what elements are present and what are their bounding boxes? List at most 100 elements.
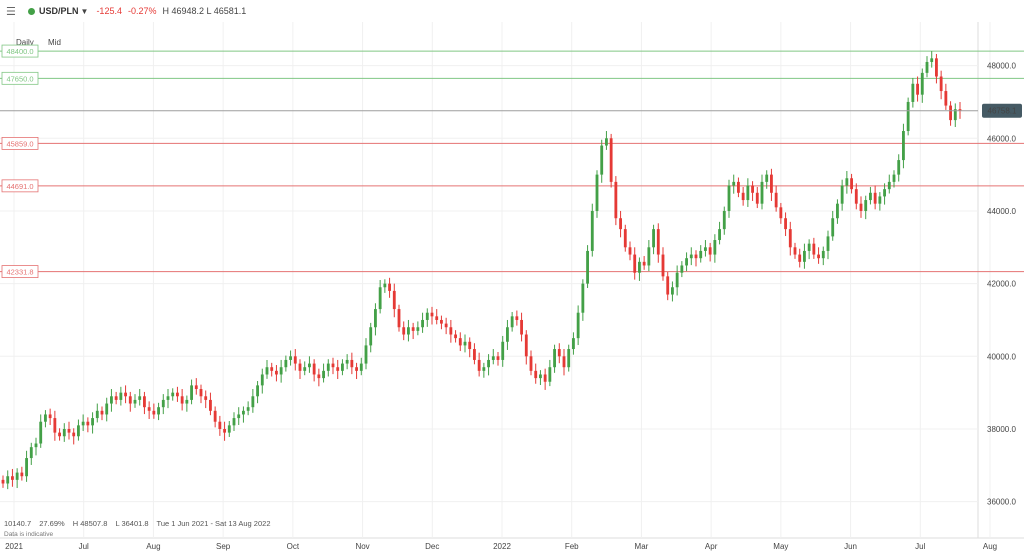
candle	[930, 51, 934, 68]
candle-body	[515, 316, 519, 320]
range-percent: 27.69%	[39, 519, 65, 528]
candle	[925, 56, 929, 78]
level-lines: 48400.0 47650.0 45859.0 44691.0 42331.8	[0, 44, 1024, 278]
candle	[322, 363, 325, 383]
candle	[199, 384, 203, 404]
candle-body	[902, 131, 905, 161]
candle-body	[510, 316, 514, 328]
candle-body	[407, 327, 410, 335]
candle-body	[463, 341, 467, 346]
candle-body	[359, 363, 363, 371]
candle-body	[609, 138, 613, 182]
candle-body	[859, 203, 863, 211]
x-tick-label: Oct	[287, 542, 300, 551]
candle-body	[133, 399, 137, 404]
y-tick-label: 42000.0	[987, 280, 1016, 289]
candle-body	[576, 312, 580, 339]
resistance-level-label: 47650.0	[6, 74, 33, 83]
candle	[619, 210, 622, 238]
candle	[699, 245, 703, 263]
candle-body	[623, 229, 627, 248]
candle-body	[850, 178, 853, 190]
candle-body	[487, 359, 490, 368]
candle-body	[58, 432, 61, 437]
candle-body	[166, 396, 170, 400]
candle	[223, 421, 226, 441]
candle-body	[383, 283, 387, 288]
resistance-level-label: 48400.0	[6, 47, 33, 56]
candle	[638, 257, 641, 281]
range-points: 10140.7	[4, 519, 32, 528]
candle-body	[817, 254, 820, 259]
x-axis: 2021 Jul Aug Sep Oct Nov Dec 2022 Feb Mar Apr May Ju…	[5, 542, 997, 551]
candle	[185, 395, 189, 412]
candle	[289, 350, 292, 366]
candle	[704, 240, 707, 257]
candle	[58, 428, 61, 441]
candle-body	[567, 349, 571, 368]
candle	[595, 170, 599, 218]
candle	[647, 240, 651, 272]
candle-body	[755, 192, 759, 204]
candle-body	[722, 210, 726, 230]
y-tick-label: 38000.0	[987, 425, 1016, 434]
price-type-selector[interactable]: Mid	[48, 38, 61, 47]
hamburger-menu-icon[interactable]: ☰	[6, 5, 16, 18]
candle-body	[939, 76, 943, 92]
candle	[718, 221, 721, 245]
x-tick-label: Jul	[915, 542, 925, 551]
candle	[369, 322, 373, 353]
candle-body	[642, 261, 646, 266]
candle	[935, 53, 938, 84]
candle	[949, 101, 952, 126]
candle-body	[887, 181, 891, 190]
candle	[147, 401, 151, 419]
candle	[213, 406, 217, 428]
candle-body	[840, 185, 844, 204]
price-change-percent: -0.27%	[127, 6, 157, 16]
candle	[487, 354, 490, 376]
candle-body	[638, 261, 641, 273]
range-high: H 48507.8	[72, 519, 108, 528]
candle	[72, 428, 76, 445]
candle	[242, 406, 245, 423]
candle-body	[737, 181, 740, 193]
candle-body	[345, 359, 349, 364]
candle-body	[911, 83, 915, 102]
candle-body	[440, 319, 443, 324]
x-tick-label: Dec	[425, 542, 439, 551]
candle	[392, 283, 396, 318]
candle	[359, 357, 363, 376]
x-tick-label: 2022	[493, 542, 511, 551]
candle-body	[260, 374, 264, 386]
candle-body	[883, 189, 886, 197]
candle-body	[873, 192, 877, 204]
candle	[812, 237, 816, 259]
interval-selector[interactable]: Daily	[16, 38, 34, 47]
candle	[378, 280, 382, 314]
candle	[218, 415, 222, 436]
candle-body	[128, 396, 132, 404]
candle-body	[176, 392, 179, 397]
instrument-symbol[interactable]: USD/PLN	[39, 6, 79, 16]
candle-body	[105, 403, 109, 415]
range-low: L 36401.8	[115, 519, 149, 528]
candle	[576, 305, 580, 346]
candle-body	[619, 218, 622, 230]
candle-body	[685, 258, 688, 266]
chevron-down-icon[interactable]: ▼	[80, 6, 89, 16]
candle	[666, 272, 670, 301]
candle	[892, 170, 896, 188]
candle	[237, 407, 241, 425]
candle-body	[392, 290, 396, 310]
candle-body	[793, 247, 797, 255]
candle	[590, 203, 594, 257]
candle-body	[944, 91, 948, 106]
candle-body	[303, 367, 307, 371]
candle	[553, 344, 556, 373]
candle-body	[529, 356, 533, 371]
candle	[232, 412, 236, 431]
support-level-label: 45859.0	[6, 139, 33, 148]
candle	[548, 359, 552, 387]
